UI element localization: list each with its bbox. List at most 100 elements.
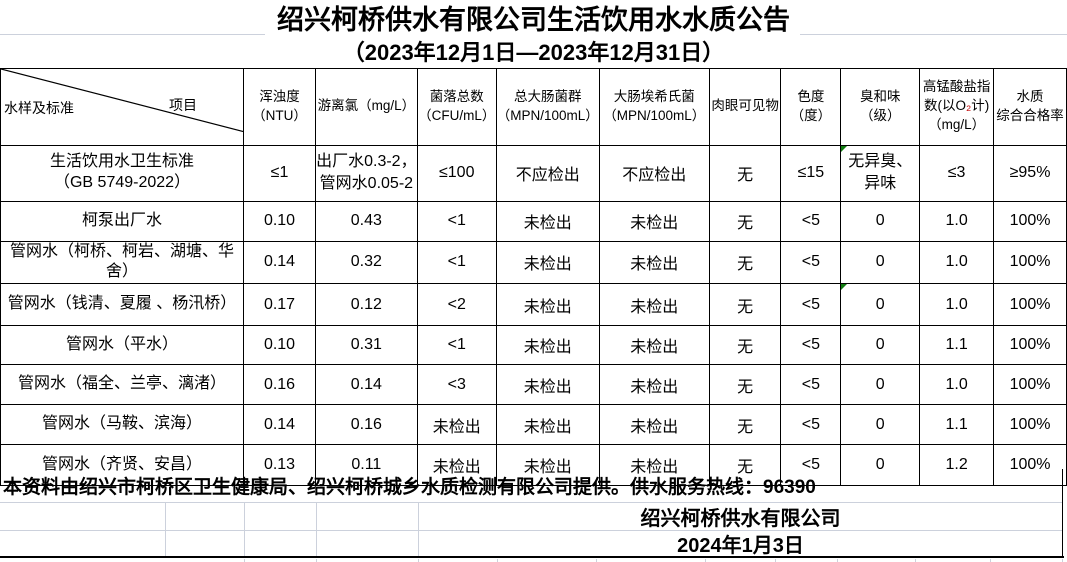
- table-cell: ≤100: [416, 144, 497, 202]
- table-row: 管网水（钱清、夏履 、杨汛桥） 0.17 0.12 <2 未检出 未检出无 <5 0 1.0 10…: [0, 283, 1067, 327]
- sheet-gridline: [418, 502, 419, 556]
- subscript-o2: ₂: [965, 98, 972, 114]
- table-row: 管网水（齐贤、安昌） 0.13 0.11 未检出 未检出 未检出无 <5 0 1.2 100%: [0, 444, 1067, 487]
- table-cell: ≤3: [919, 144, 995, 202]
- sheet-gridline: [0, 502, 1062, 503]
- table-cell: 0.11: [314, 444, 418, 487]
- table-cell: 不应检出: [598, 144, 710, 202]
- table-cell: <1: [416, 325, 497, 366]
- table-cell: 0.12: [314, 283, 418, 327]
- table-cell: 0.14: [314, 364, 418, 406]
- table-cell: 未检出: [495, 404, 600, 446]
- table-cell: <5: [780, 240, 842, 285]
- table-cell: <5: [780, 444, 842, 487]
- table-cell: 未检出: [495, 444, 600, 487]
- page-title: 绍兴柯桥供水有限公司生活饮用水水质公告: [277, 4, 790, 35]
- row-label: 管网水（柯桥、柯岩、湖塘、华 舍）: [0, 240, 245, 285]
- table-cell: <5: [780, 200, 842, 242]
- row-label: 管网水（平水）: [0, 325, 245, 366]
- table-cell: 未检出: [416, 444, 497, 487]
- company-signature: 绍兴柯桥供水有限公司: [640, 507, 841, 530]
- column-header: 总大肠菌群 （MPN/100mL）: [495, 68, 600, 146]
- column-header: 浑浊度 （NTU）: [243, 68, 316, 146]
- table-cell: 1.1: [919, 325, 995, 366]
- sheet-gridline: [990, 559, 991, 562]
- sheet-gridline: [418, 559, 419, 562]
- table-cell: <5: [780, 404, 842, 446]
- water-quality-table: 水样及标准 项目 浑浊度 （NTU） 游离氯（mg/L） 菌落总数 （CFU/mL） 总大…: [0, 68, 1067, 487]
- table-cell: 无: [708, 240, 782, 285]
- corner-label-samples: 水样及标准: [4, 100, 74, 116]
- row-label: 管网水（钱清、夏履 、杨汛桥）: [0, 283, 245, 327]
- sheet-gridline: [800, 34, 1067, 35]
- table-cell: 未检出: [598, 200, 710, 242]
- table-cell: 无: [708, 200, 782, 242]
- table-cell: 未检出: [495, 325, 600, 366]
- table-cell: 未检出: [416, 404, 497, 446]
- row-label: 管网水（齐贤、安昌）: [0, 444, 245, 487]
- table-cell: 未检出: [598, 325, 710, 366]
- sheet-gridline: [775, 559, 776, 562]
- table-row: 柯泵出厂水 0.10 0.43 <1 未检出 未检出无 <5 0 1.0 100%: [0, 200, 1067, 242]
- table-cell: <5: [780, 283, 842, 327]
- date-range: （2023年12月1日—2023年12月31日）: [342, 39, 725, 65]
- table-cell: 100%: [993, 404, 1067, 446]
- table-cell: <1: [416, 200, 497, 242]
- table-cell: 0.16: [314, 404, 418, 446]
- column-header: 大肠埃希氏菌 （MPN/100mL）: [598, 68, 710, 146]
- table-body: 生活饮用水卫生标准 （GB 5749-2022） ≤1 出厂水0.3-2， 管网水0.0…: [0, 144, 1067, 487]
- corner-label-items: 项目: [169, 97, 197, 113]
- table-cell: 100%: [993, 200, 1067, 242]
- table-cell: 无异臭、 异味: [840, 144, 921, 202]
- table-row: 管网水（马鞍、滨海） 0.14 0.16 未检出 未检出 未检出无 <5 0 1.1 100%: [0, 404, 1067, 446]
- table-cell: 1.0: [919, 283, 995, 327]
- table-cell: 1.0: [919, 364, 995, 406]
- row-label: 柯泵出厂水: [0, 200, 245, 242]
- column-header: 游离氯（mg/L）: [314, 68, 418, 146]
- table-bottom-border: [0, 556, 1064, 558]
- sheet-gridline: [316, 559, 317, 562]
- sheet-gridline: [705, 559, 706, 562]
- sheet-gridline: [596, 559, 597, 562]
- table-cell: 未检出: [495, 200, 600, 242]
- diagonal-divider: [1, 69, 243, 132]
- table-cell: 100%: [993, 364, 1067, 406]
- table-cell: 0.14: [243, 404, 316, 446]
- table-cell: 未检出: [598, 404, 710, 446]
- table-cell: 1.0: [919, 240, 995, 285]
- table-cell: 1.1: [919, 404, 995, 446]
- table-cell: 100%: [993, 283, 1067, 327]
- sheet-gridline: [837, 559, 838, 562]
- table-cell: 0.16: [243, 364, 316, 406]
- sheet-gridline: [0, 530, 1062, 531]
- table-row: 管网水（福全、兰亭、漓渚） 0.16 0.14 <3 未检出 未检出无 <5 0 1.0 100%: [0, 364, 1067, 406]
- table-cell: 未检出: [495, 283, 600, 327]
- table-cell: 0: [840, 325, 921, 366]
- sheet-gridline: [244, 502, 245, 556]
- table-cell: 0: [840, 364, 921, 406]
- table-cell: 100%: [993, 240, 1067, 285]
- sheet-gridline: [165, 502, 166, 556]
- row-label: 管网水（福全、兰亭、漓渚）: [0, 364, 245, 406]
- table-cell: 未检出: [495, 364, 600, 406]
- table-cell: <2: [416, 283, 497, 327]
- sheet-gridline: [244, 559, 245, 562]
- table-cell: 1.2: [919, 444, 995, 487]
- table-cell: 0: [840, 240, 921, 285]
- report-date: 2024年1月3日: [677, 535, 804, 557]
- column-header: 水质 综合合格率: [993, 68, 1067, 146]
- table-cell: ≥95%: [993, 144, 1067, 202]
- table-cell: 未检出: [598, 444, 710, 487]
- table-cell: 未检出: [495, 240, 600, 285]
- table-cell: 无: [708, 444, 782, 487]
- column-header: 肉眼可见物: [708, 68, 782, 146]
- sheet-gridline: [0, 34, 265, 35]
- header-row: 水样及标准 项目 浑浊度 （NTU） 游离氯（mg/L） 菌落总数 （CFU/mL） 总大…: [0, 68, 1067, 146]
- table-cell: 未检出: [598, 240, 710, 285]
- table-cell: 0: [840, 404, 921, 446]
- table-cell: 未检出: [598, 283, 710, 327]
- table-cell: 不应检出: [495, 144, 600, 202]
- table-cell: 出厂水0.3-2， 管网水0.05-2: [314, 144, 418, 202]
- table-cell: 100%: [993, 444, 1067, 487]
